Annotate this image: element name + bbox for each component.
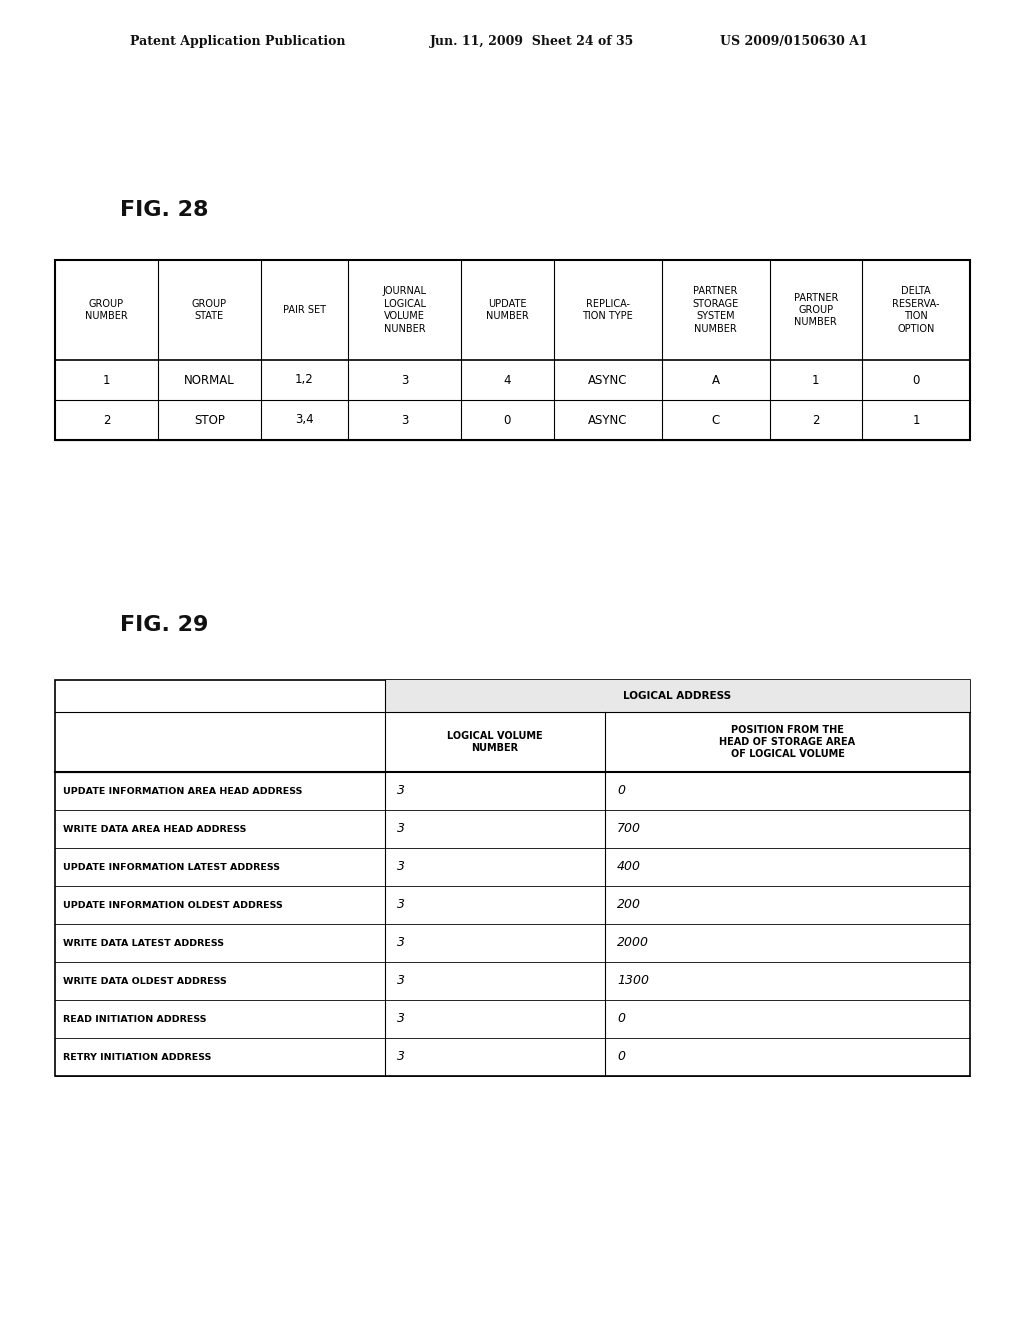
- Text: LOGICAL VOLUME
NUMBER: LOGICAL VOLUME NUMBER: [447, 731, 543, 752]
- Text: GROUP
STATE: GROUP STATE: [191, 298, 226, 321]
- Text: 1: 1: [102, 374, 111, 387]
- Text: PARTNER
STORAGE
SYSTEM
NUMBER: PARTNER STORAGE SYSTEM NUMBER: [692, 286, 738, 334]
- Text: 3: 3: [400, 413, 409, 426]
- Text: 3: 3: [397, 861, 406, 874]
- Text: C: C: [712, 413, 720, 426]
- Text: 0: 0: [617, 1051, 625, 1064]
- Text: Jun. 11, 2009  Sheet 24 of 35: Jun. 11, 2009 Sheet 24 of 35: [430, 36, 634, 49]
- Text: 400: 400: [617, 861, 641, 874]
- Text: 2: 2: [102, 413, 111, 426]
- Text: Patent Application Publication: Patent Application Publication: [130, 36, 345, 49]
- Text: 3,4: 3,4: [295, 413, 313, 426]
- Text: 0: 0: [617, 784, 625, 797]
- Text: 4: 4: [504, 374, 511, 387]
- Text: 1300: 1300: [617, 974, 649, 987]
- Text: 3: 3: [397, 936, 406, 949]
- Text: 2000: 2000: [617, 936, 649, 949]
- Text: READ INITIATION ADDRESS: READ INITIATION ADDRESS: [63, 1015, 207, 1023]
- Bar: [385, 680, 970, 711]
- Text: POSITION FROM THE
HEAD OF STORAGE AREA
OF LOGICAL VOLUME: POSITION FROM THE HEAD OF STORAGE AREA O…: [720, 726, 856, 759]
- Text: A: A: [712, 374, 720, 387]
- Text: FIG. 29: FIG. 29: [120, 615, 208, 635]
- Text: UPDATE INFORMATION OLDEST ADDRESS: UPDATE INFORMATION OLDEST ADDRESS: [63, 900, 283, 909]
- Text: UPDATE INFORMATION LATEST ADDRESS: UPDATE INFORMATION LATEST ADDRESS: [63, 862, 280, 871]
- Text: GROUP
NUMBER: GROUP NUMBER: [85, 298, 128, 321]
- Text: WRITE DATA LATEST ADDRESS: WRITE DATA LATEST ADDRESS: [63, 939, 224, 948]
- Text: WRITE DATA AREA HEAD ADDRESS: WRITE DATA AREA HEAD ADDRESS: [63, 825, 247, 833]
- Text: 3: 3: [397, 974, 406, 987]
- Text: US 2009/0150630 A1: US 2009/0150630 A1: [720, 36, 867, 49]
- Text: ASYNC: ASYNC: [588, 413, 628, 426]
- Text: 3: 3: [397, 1012, 406, 1026]
- Text: 1: 1: [912, 413, 920, 426]
- Text: STOP: STOP: [194, 413, 224, 426]
- Text: FIG. 28: FIG. 28: [120, 201, 209, 220]
- Text: PAIR SET: PAIR SET: [283, 305, 326, 315]
- Text: 1: 1: [812, 374, 819, 387]
- Text: UPDATE INFORMATION AREA HEAD ADDRESS: UPDATE INFORMATION AREA HEAD ADDRESS: [63, 787, 302, 796]
- Text: LOGICAL ADDRESS: LOGICAL ADDRESS: [624, 690, 731, 701]
- Text: WRITE DATA OLDEST ADDRESS: WRITE DATA OLDEST ADDRESS: [63, 977, 226, 986]
- Text: 3: 3: [397, 784, 406, 797]
- Text: UPDATE
NUMBER: UPDATE NUMBER: [486, 298, 528, 321]
- Text: 0: 0: [912, 374, 920, 387]
- Text: REPLICA-
TION TYPE: REPLICA- TION TYPE: [583, 298, 633, 321]
- Text: 0: 0: [504, 413, 511, 426]
- Bar: [55, 260, 970, 440]
- Text: 700: 700: [617, 822, 641, 836]
- Text: 3: 3: [397, 1051, 406, 1064]
- Text: DELTA
RESERVA-
TION
OPTION: DELTA RESERVA- TION OPTION: [892, 286, 940, 334]
- Text: ASYNC: ASYNC: [588, 374, 628, 387]
- Text: NORMAL: NORMAL: [184, 374, 234, 387]
- Text: 1,2: 1,2: [295, 374, 313, 387]
- Text: 0: 0: [617, 1012, 625, 1026]
- Text: 3: 3: [397, 899, 406, 912]
- Text: 2: 2: [812, 413, 819, 426]
- Text: 200: 200: [617, 899, 641, 912]
- Text: 3: 3: [397, 822, 406, 836]
- Text: JOURNAL
LOGICAL
VOLUME
NUNBER: JOURNAL LOGICAL VOLUME NUNBER: [383, 286, 427, 334]
- Text: RETRY INITIATION ADDRESS: RETRY INITIATION ADDRESS: [63, 1052, 211, 1061]
- Text: 3: 3: [400, 374, 409, 387]
- Text: PARTNER
GROUP
NUMBER: PARTNER GROUP NUMBER: [794, 293, 838, 327]
- Bar: [55, 680, 970, 1076]
